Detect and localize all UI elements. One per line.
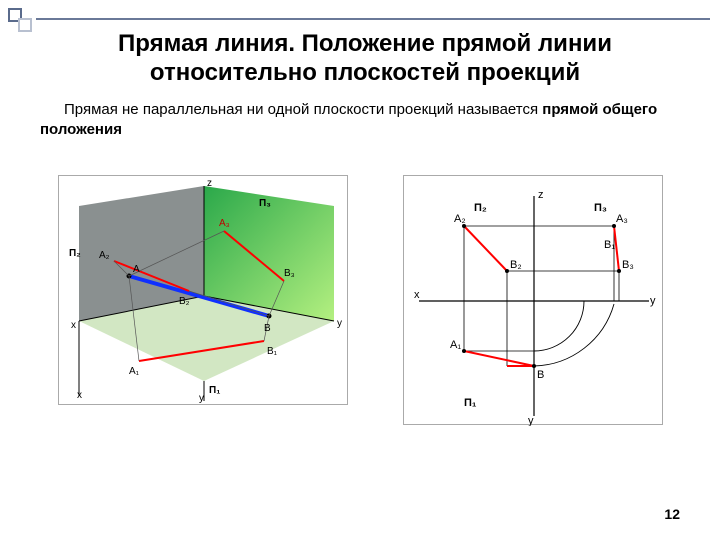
svg-text:A: A [133,264,140,275]
svg-text:x: x [77,390,82,401]
svg-text:B₃: B₃ [284,268,295,279]
svg-text:y: y [337,318,342,329]
proj-lines [464,226,619,366]
svg-text:П₁: П₁ [464,397,477,409]
figure-epure-svg: x z y y П₂ П₃ П₁ [404,176,664,426]
svg-text:x: x [71,320,76,331]
point-labels: A₂ A₃ A₁ B₂ B₃ B₁ B [450,213,634,381]
svg-text:B₂: B₂ [510,259,522,271]
svg-text:A₂: A₂ [99,250,110,261]
figures-row: z x y y x П₂ П₃ П₁ A B A₂ A₃ A₁ B₂ B₃ B₁ [0,175,720,425]
thin-connectors [464,226,619,366]
page-number: 12 [664,506,680,522]
svg-text:A₁: A₁ [450,339,461,351]
svg-text:z: z [538,189,544,201]
svg-text:B: B [264,323,271,334]
slide-body: Прямая не параллельная ни одной плоскост… [40,100,705,139]
svg-text:B₃: B₃ [622,259,634,271]
svg-text:B₁: B₁ [267,346,278,357]
deco-square [18,18,32,32]
svg-text:A₁: A₁ [129,366,140,377]
arc-a [534,301,584,351]
point-dots [462,224,621,368]
svg-text:y: y [528,415,534,426]
svg-text:П₃: П₃ [594,202,607,214]
svg-text:П₂: П₂ [69,248,81,259]
svg-text:П₁: П₁ [209,385,220,396]
svg-text:x: x [414,289,420,301]
arc-b [534,304,614,366]
svg-text:A₃: A₃ [219,218,230,229]
header-rule [36,18,710,20]
svg-text:B₁: B₁ [604,239,615,251]
svg-text:A₃: A₃ [616,213,628,225]
figure-epure: x z y y П₂ П₃ П₁ [403,175,663,425]
svg-text:П₂: П₂ [474,202,487,214]
svg-text:z: z [207,178,212,189]
svg-text:y: y [650,295,656,307]
svg-text:B: B [537,369,544,381]
body-pre: Прямая не параллельная ни одной плоскост… [64,101,542,118]
svg-text:П₃: П₃ [259,198,271,209]
slide-title: Прямая линия. Положение прямой линии отн… [40,30,690,88]
figure-3d-svg: z x y y x П₂ П₃ П₁ A B A₂ A₃ A₁ B₂ B₃ B₁ [59,176,349,406]
svg-text:y: y [199,393,204,404]
svg-text:A₂: A₂ [454,213,466,225]
figure-3d: z x y y x П₂ П₃ П₁ A B A₂ A₃ A₁ B₂ B₃ B₁ [58,175,348,405]
svg-text:B₂: B₂ [179,296,190,307]
